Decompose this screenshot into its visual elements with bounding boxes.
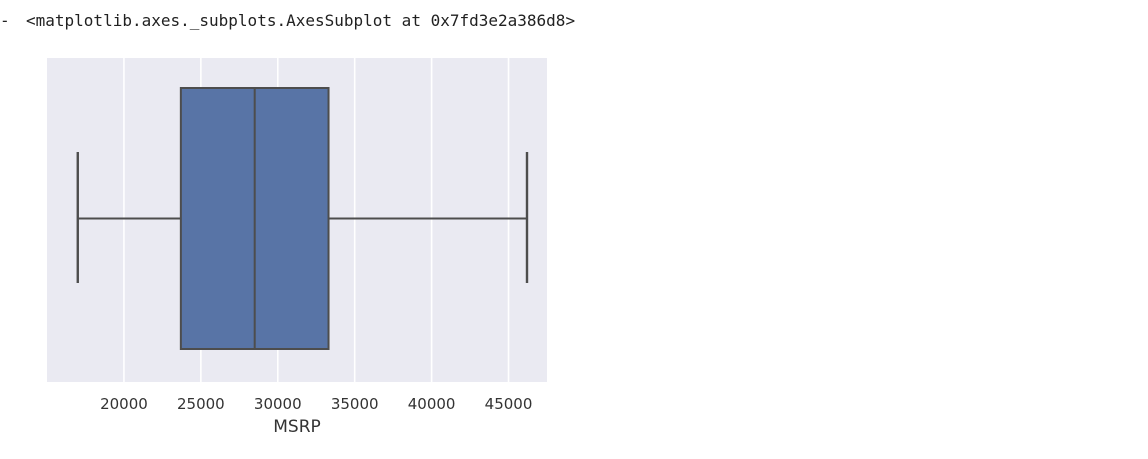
x-tick-labels: 20000 25000 30000 35000 40000 45000 bbox=[100, 395, 532, 413]
x-tick-label-45000: 45000 bbox=[485, 395, 533, 413]
x-tick-label-35000: 35000 bbox=[331, 395, 379, 413]
cell-prompt-marker: - bbox=[0, 11, 10, 30]
x-tick-label-40000: 40000 bbox=[408, 395, 456, 413]
x-tick-label-30000: 30000 bbox=[254, 395, 302, 413]
x-tick-label-20000: 20000 bbox=[100, 395, 148, 413]
x-tick-label-25000: 25000 bbox=[177, 395, 225, 413]
cell-output-text: <matplotlib.axes._subplots.AxesSubplot a… bbox=[26, 11, 576, 30]
x-axis-label: MSRP bbox=[273, 417, 321, 437]
